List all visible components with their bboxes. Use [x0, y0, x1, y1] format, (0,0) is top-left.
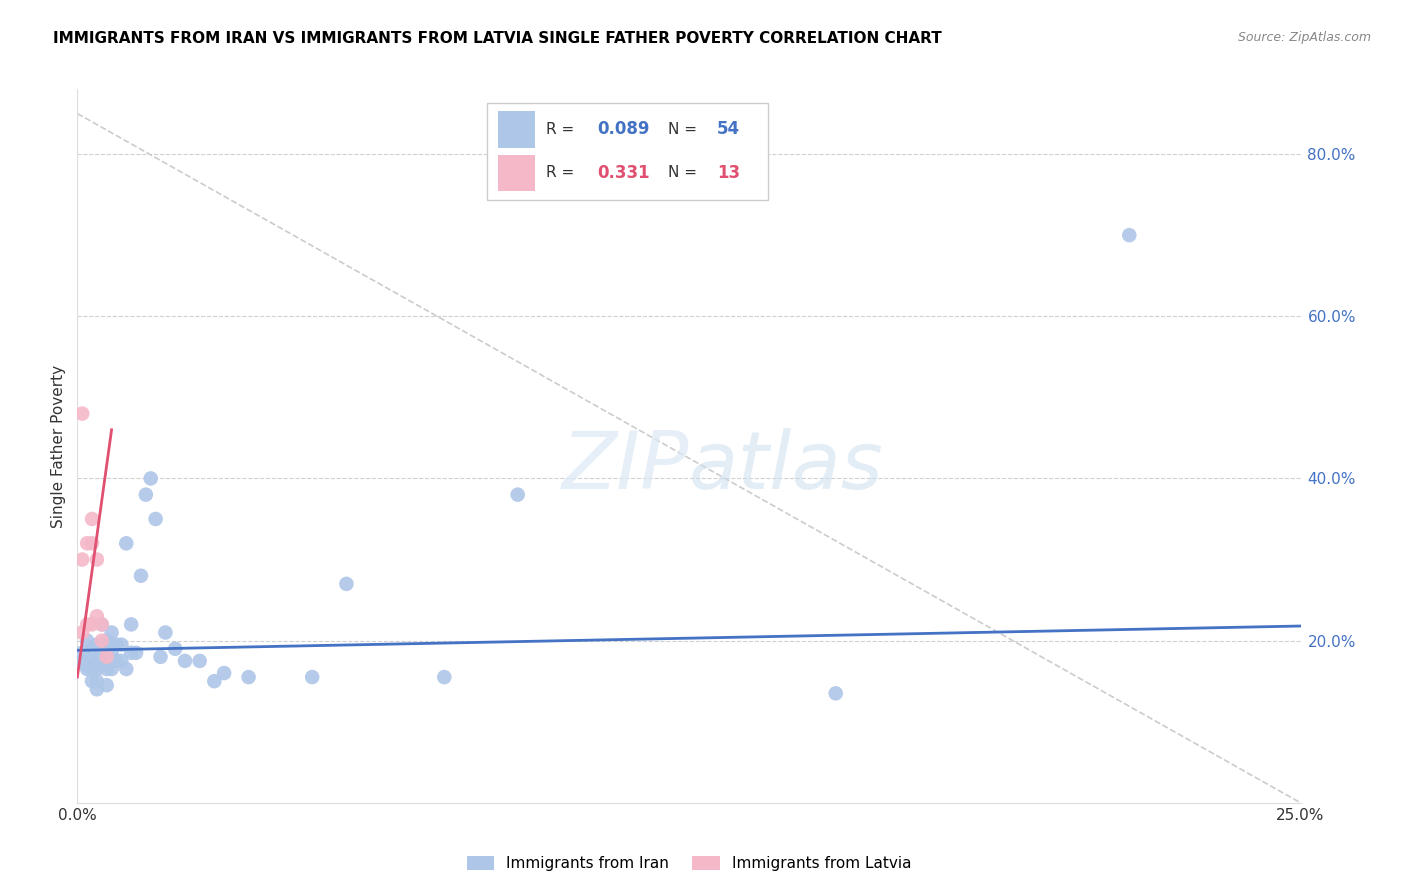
Point — [86, 654, 108, 668]
Point — [1118, 228, 1140, 243]
Point — [80, 512, 103, 526]
Point — [80, 674, 103, 689]
Point — [80, 662, 103, 676]
Point — [76, 657, 98, 672]
Point — [212, 666, 235, 681]
Text: N =: N = — [668, 122, 702, 137]
Point — [433, 670, 456, 684]
Point — [96, 638, 118, 652]
Point — [76, 662, 98, 676]
Point — [100, 625, 122, 640]
Text: Source: ZipAtlas.com: Source: ZipAtlas.com — [1237, 31, 1371, 45]
Text: IMMIGRANTS FROM IRAN VS IMMIGRANTS FROM LATVIA SINGLE FATHER POVERTY CORRELATION: IMMIGRANTS FROM IRAN VS IMMIGRANTS FROM … — [53, 31, 942, 46]
Text: 0.331: 0.331 — [598, 164, 650, 182]
Point — [70, 552, 93, 566]
Text: R =: R = — [546, 122, 579, 137]
FancyBboxPatch shape — [498, 112, 534, 147]
Point — [96, 678, 118, 692]
Point — [115, 536, 138, 550]
Point — [155, 625, 177, 640]
Point — [202, 674, 225, 689]
Point — [139, 471, 162, 485]
Point — [90, 617, 112, 632]
Point — [80, 654, 103, 668]
Point — [110, 654, 132, 668]
Point — [149, 649, 172, 664]
Text: ZIP: ZIP — [561, 428, 689, 507]
FancyBboxPatch shape — [498, 155, 534, 191]
Text: R =: R = — [546, 165, 579, 180]
Point — [76, 633, 98, 648]
Point — [76, 536, 98, 550]
Point — [90, 646, 112, 660]
Point — [506, 488, 529, 502]
Point — [90, 657, 112, 672]
Point — [129, 568, 152, 582]
Point — [188, 654, 211, 668]
Point — [96, 662, 118, 676]
Point — [80, 657, 103, 672]
Point — [824, 686, 846, 700]
Point — [70, 646, 93, 660]
Point — [301, 670, 323, 684]
Point — [80, 641, 103, 656]
Point — [135, 488, 157, 502]
Point — [120, 617, 142, 632]
Y-axis label: Single Father Poverty: Single Father Poverty — [51, 365, 66, 527]
Point — [90, 633, 112, 648]
Point — [86, 674, 108, 689]
Point — [90, 654, 112, 668]
Text: N =: N = — [668, 165, 702, 180]
Point — [80, 617, 103, 632]
Point — [335, 577, 357, 591]
Point — [100, 662, 122, 676]
Point — [145, 512, 167, 526]
Point — [96, 633, 118, 648]
Point — [125, 646, 148, 660]
Point — [238, 670, 260, 684]
Point — [110, 638, 132, 652]
Point — [76, 617, 98, 632]
Text: atlas: atlas — [689, 428, 884, 507]
FancyBboxPatch shape — [486, 103, 769, 200]
Point — [105, 654, 128, 668]
Point — [70, 407, 93, 421]
Text: 13: 13 — [717, 164, 740, 182]
Point — [174, 654, 197, 668]
Point — [90, 617, 112, 632]
Point — [90, 657, 112, 672]
Point — [105, 638, 128, 652]
Point — [120, 646, 142, 660]
Point — [100, 646, 122, 660]
Point — [86, 609, 108, 624]
Legend: Immigrants from Iran, Immigrants from Latvia: Immigrants from Iran, Immigrants from La… — [460, 850, 918, 877]
Point — [115, 662, 138, 676]
Point — [165, 641, 187, 656]
Text: 54: 54 — [717, 120, 740, 138]
Point — [70, 654, 93, 668]
Point — [80, 536, 103, 550]
Text: 0.089: 0.089 — [598, 120, 650, 138]
Point — [86, 682, 108, 697]
Point — [86, 638, 108, 652]
Point — [86, 662, 108, 676]
Point — [70, 625, 93, 640]
Point — [86, 552, 108, 566]
Point — [96, 649, 118, 664]
